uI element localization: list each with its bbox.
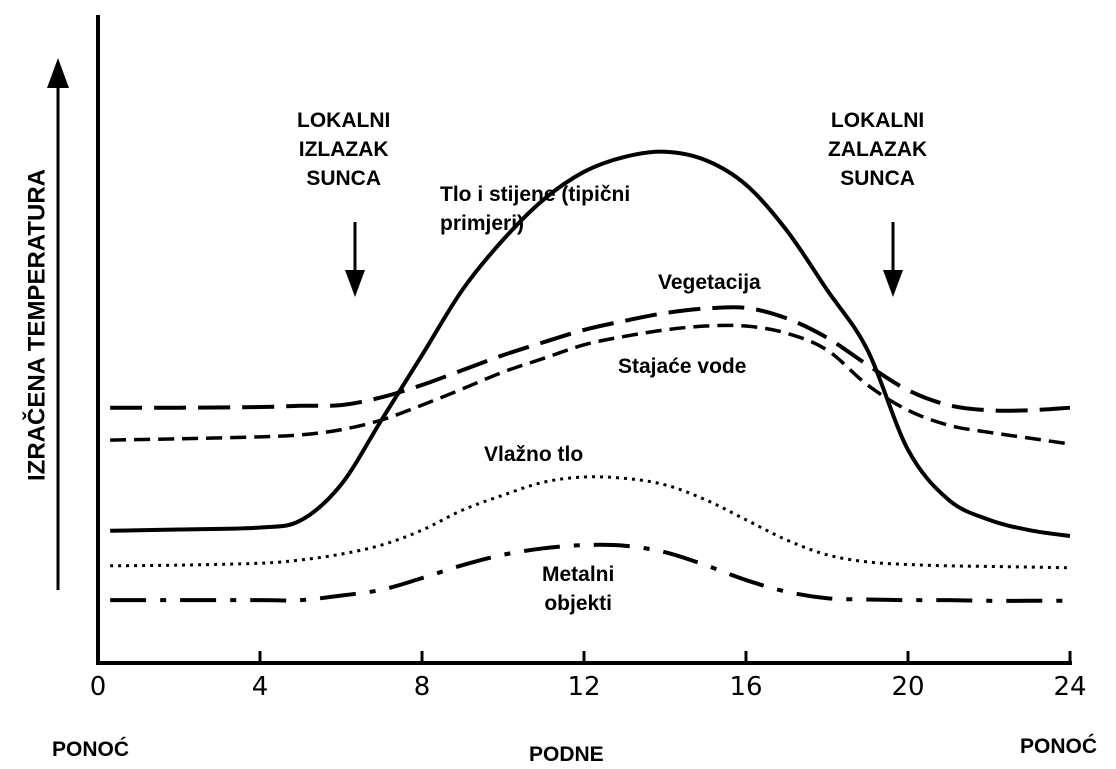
sunset-arrow-head bbox=[883, 270, 903, 297]
series-label: Stajaće vode bbox=[618, 355, 747, 378]
annotation: LOKALNI IZLAZAK SUNCA bbox=[297, 109, 391, 190]
series-label: Vegetacija bbox=[658, 271, 761, 294]
y-arrow-head bbox=[47, 58, 69, 88]
annotation: PODNE bbox=[529, 743, 604, 766]
line bbox=[110, 149, 1071, 538]
line bbox=[110, 305, 1071, 413]
line bbox=[110, 542, 1071, 603]
annotation: LOKALNI ZALAZAK SUNCA bbox=[828, 109, 928, 190]
series-label: Metalni objekti bbox=[542, 563, 615, 615]
x-tick-label: 4 bbox=[252, 672, 269, 702]
y-axis-label: IZRAČENA TEMPERATURA bbox=[22, 169, 50, 481]
x-tick-label: 12 bbox=[567, 672, 600, 702]
x-tick-label: 20 bbox=[891, 672, 924, 702]
x-tick-label: 16 bbox=[729, 672, 762, 702]
series-label: Tlo i stijene (tipični primjeri) bbox=[440, 183, 631, 235]
x-tick-label: 0 bbox=[90, 672, 107, 702]
sunrise-arrow-head bbox=[345, 270, 365, 297]
line bbox=[110, 323, 1071, 446]
line bbox=[110, 475, 1071, 570]
x-tick-label: 8 bbox=[414, 672, 431, 702]
annotation: PONOĆ bbox=[1020, 735, 1098, 758]
series-label: Vlažno tlo bbox=[484, 443, 584, 466]
annotation: PONOĆ bbox=[52, 738, 130, 761]
x-tick-label: 24 bbox=[1053, 672, 1086, 702]
